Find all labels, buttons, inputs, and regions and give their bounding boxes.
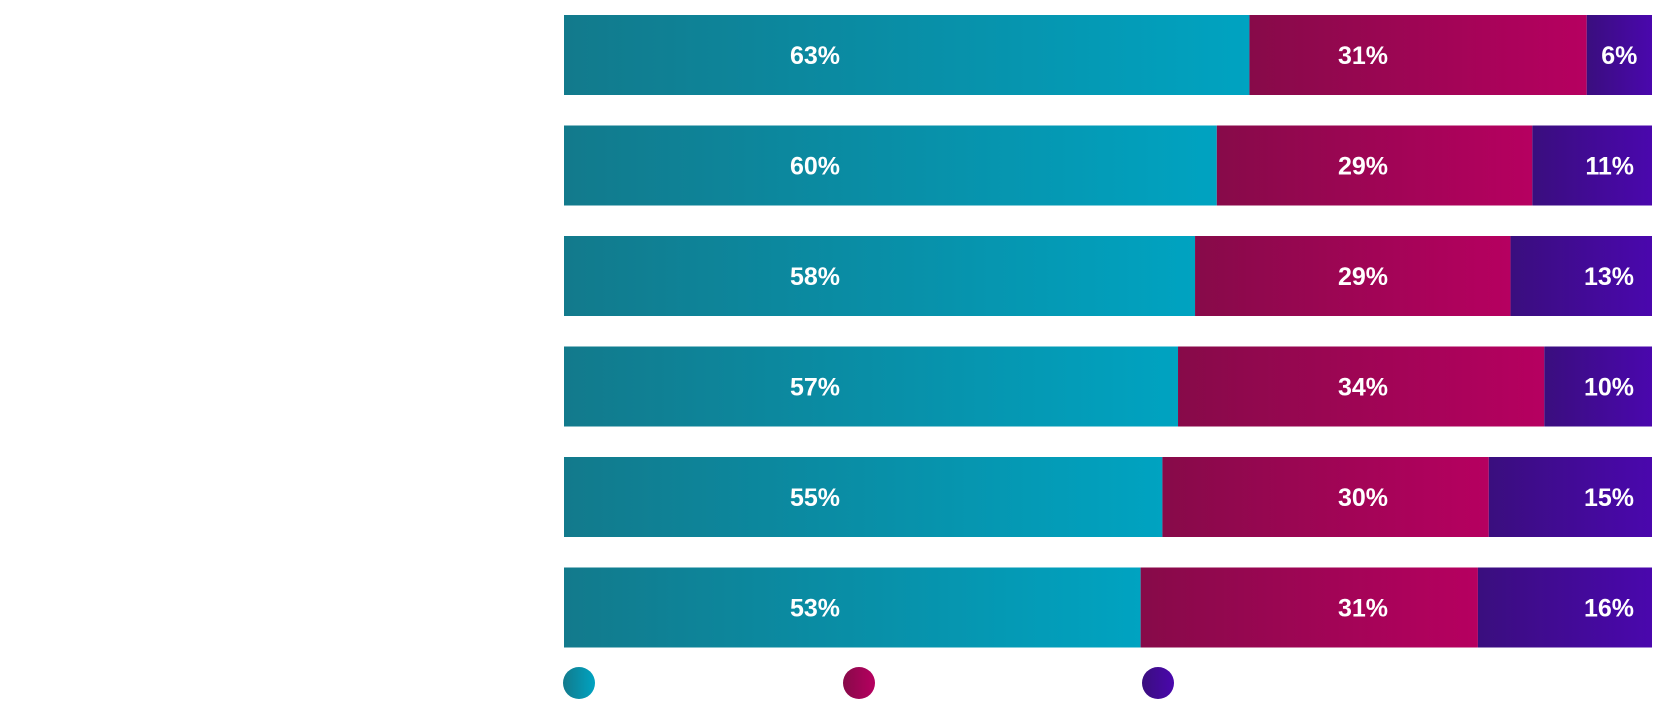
bar-segment-series-2-row-1 bbox=[1249, 15, 1587, 95]
data-label-series-1-row-6: 53% bbox=[790, 595, 840, 623]
data-label-series-3-row-6: 16% bbox=[1584, 595, 1634, 623]
bar-row-3: 58% 29% 13% bbox=[564, 236, 1652, 316]
data-label-series-2-row-5: 30% bbox=[1338, 484, 1388, 512]
data-label-series-1-row-3: 58% bbox=[790, 263, 840, 291]
bar-segment-series-1-row-1 bbox=[564, 15, 1250, 95]
data-label-series-2-row-2: 29% bbox=[1338, 153, 1388, 181]
legend-marker-series-3 bbox=[1142, 667, 1174, 699]
legend bbox=[563, 667, 1174, 699]
bar-segment-series-3-row-4 bbox=[1544, 346, 1652, 427]
data-label-series-1-row-4: 57% bbox=[790, 374, 840, 402]
bars-group: 63% 31% 6% 60% 29% 11% 58% 29% 13% 57% 34% 10% 55% 30… bbox=[564, 15, 1652, 648]
bar-segment-series-3-row-3 bbox=[1510, 236, 1652, 316]
data-label-series-3-row-4: 10% bbox=[1584, 374, 1634, 402]
data-label-series-2-row-6: 31% bbox=[1338, 595, 1388, 623]
bar-segment-series-3-row-2 bbox=[1532, 125, 1652, 206]
data-label-series-1-row-1: 63% bbox=[790, 42, 840, 70]
bar-segment-series-2-row-3 bbox=[1195, 236, 1511, 316]
bar-segment-series-2-row-5 bbox=[1162, 457, 1489, 537]
bar-segment-series-2-row-2 bbox=[1216, 125, 1533, 206]
data-label-series-1-row-2: 60% bbox=[790, 153, 840, 181]
bar-row-2: 60% 29% 11% bbox=[564, 125, 1652, 206]
bar-segment-series-1-row-3 bbox=[564, 236, 1196, 316]
bar-segment-series-3-row-5 bbox=[1488, 457, 1652, 537]
data-label-series-1-row-5: 55% bbox=[790, 484, 840, 512]
data-label-series-2-row-1: 31% bbox=[1338, 42, 1388, 70]
bar-segment-series-2-row-6 bbox=[1140, 567, 1478, 648]
data-label-series-3-row-3: 13% bbox=[1584, 263, 1634, 291]
bar-segment-series-1-row-6 bbox=[564, 567, 1141, 648]
legend-marker-series-1 bbox=[563, 667, 595, 699]
bar-row-6: 53% 31% 16% bbox=[564, 567, 1652, 648]
data-label-series-3-row-5: 15% bbox=[1584, 484, 1634, 512]
bar-segment-series-3-row-6 bbox=[1477, 567, 1652, 648]
bar-segment-series-3-row-1 bbox=[1586, 15, 1652, 95]
data-label-series-3-row-1: 6% bbox=[1601, 42, 1637, 70]
bar-row-5: 55% 30% 15% bbox=[564, 457, 1652, 537]
bar-segment-series-1-row-5 bbox=[564, 457, 1163, 537]
bar-row-1: 63% 31% 6% bbox=[564, 15, 1652, 95]
bar-segment-series-1-row-2 bbox=[564, 125, 1217, 206]
bar-row-4: 57% 34% 10% bbox=[564, 346, 1652, 427]
data-label-series-2-row-3: 29% bbox=[1338, 263, 1388, 291]
legend-marker-series-2 bbox=[843, 667, 875, 699]
data-label-series-2-row-4: 34% bbox=[1338, 374, 1388, 402]
bar-segment-series-1-row-4 bbox=[564, 346, 1179, 427]
data-label-series-3-row-2: 11% bbox=[1585, 153, 1634, 181]
bar-segment-series-2-row-4 bbox=[1178, 346, 1545, 427]
